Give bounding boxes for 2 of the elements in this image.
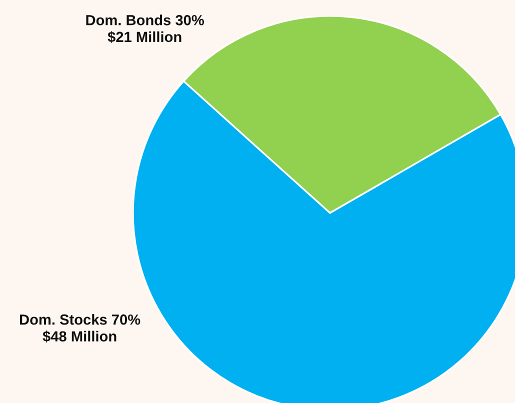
slice-label: Dom. Stocks 70% $48 Million — [20, 314, 140, 342]
slice-label: Dom. Bonds 30% $21 Million — [86, 14, 204, 44]
